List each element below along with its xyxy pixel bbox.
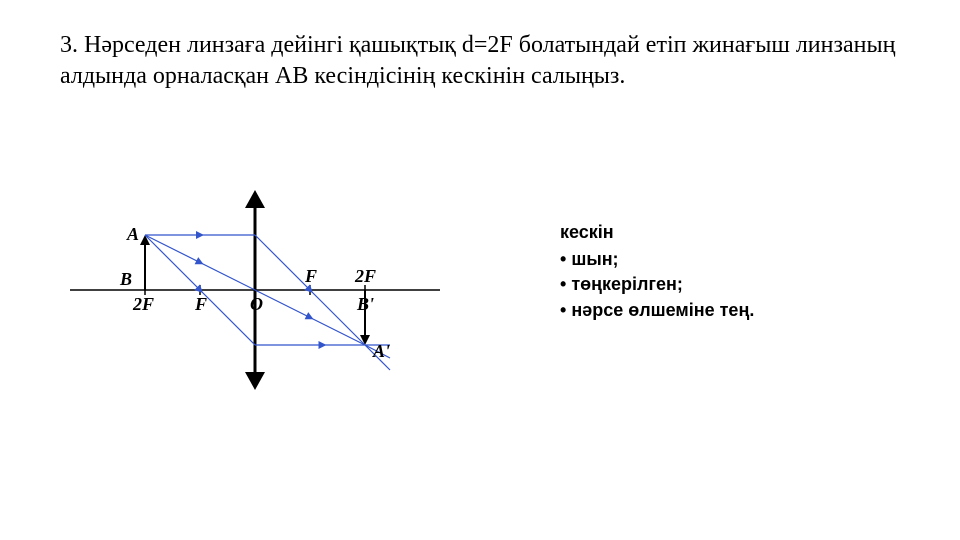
answer-title: кескін bbox=[560, 220, 754, 245]
answer-block: кескін • шын; • төңкерілген; • нәрсе өлш… bbox=[560, 220, 754, 323]
optics-diagram: A B O F F 2F 2F A' B' bbox=[60, 180, 460, 400]
object-AB bbox=[140, 235, 150, 290]
light-rays bbox=[145, 231, 390, 370]
label-F-right: F bbox=[304, 266, 317, 286]
label-A: A bbox=[126, 224, 139, 244]
label-B-prime: B' bbox=[356, 294, 374, 314]
answer-item-3: • нәрсе өлшеміне тең. bbox=[560, 298, 754, 323]
question-text: 3. Нәрседен линзаға дейінгі қашықтық d=2… bbox=[60, 30, 900, 92]
label-O: O bbox=[250, 294, 263, 314]
answer-item-1: • шын; bbox=[560, 247, 754, 272]
label-F-left: F bbox=[194, 294, 207, 314]
label-B: B bbox=[119, 269, 132, 289]
label-A-prime: A' bbox=[372, 341, 390, 361]
label-2F-left: 2F bbox=[132, 294, 154, 314]
label-2F-right: 2F bbox=[354, 266, 376, 286]
answer-item-2: • төңкерілген; bbox=[560, 272, 754, 297]
